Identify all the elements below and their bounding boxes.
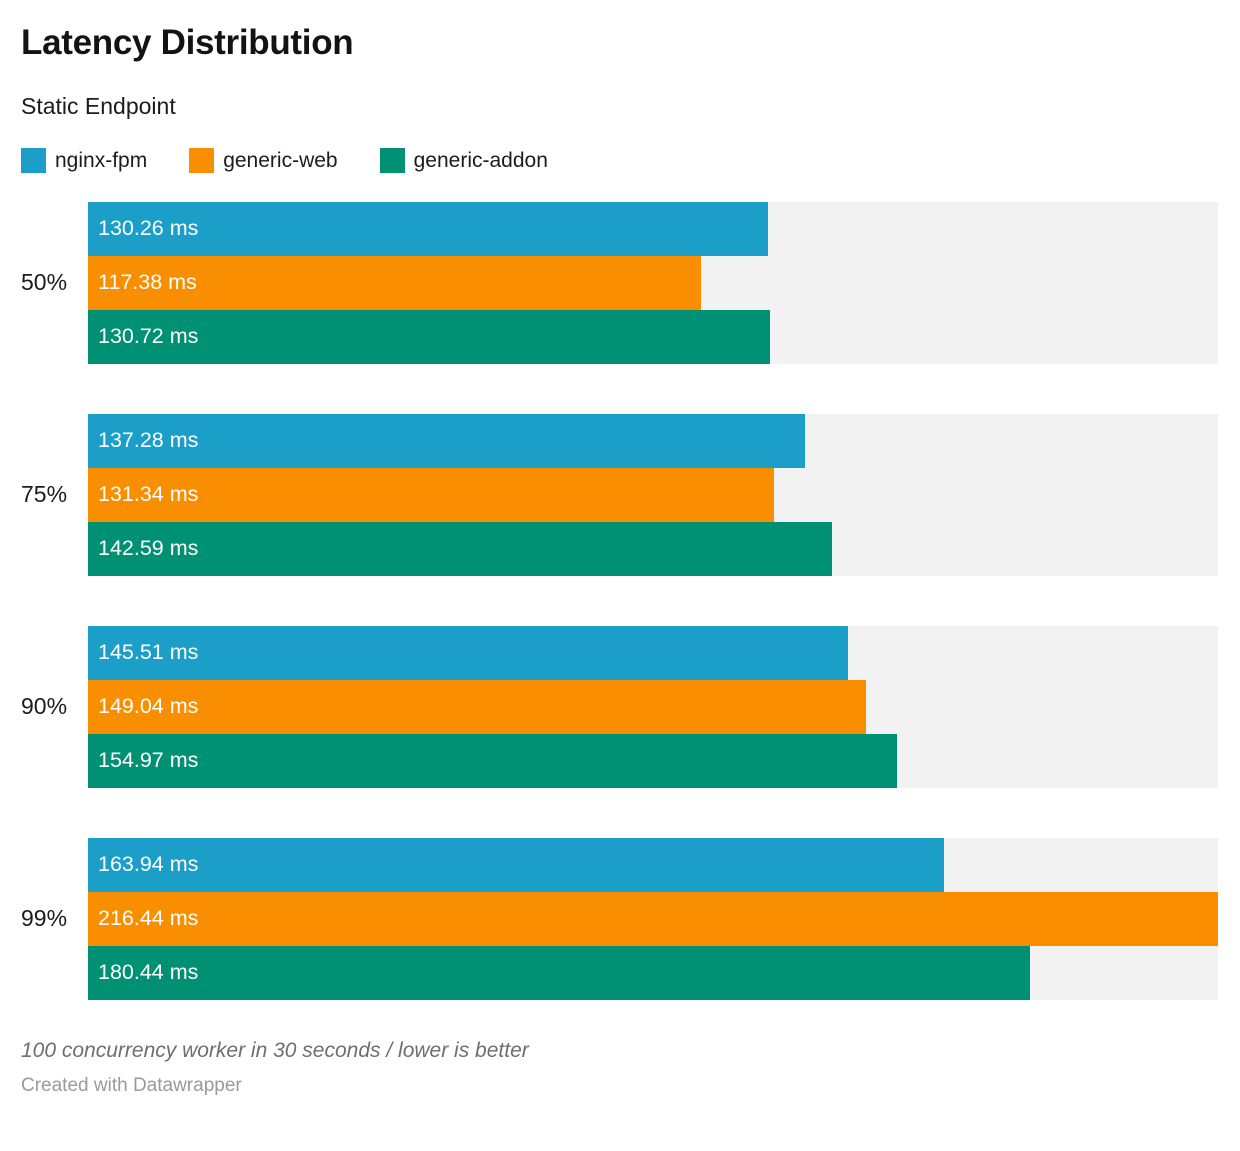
bar-value-label: 149.04 ms <box>98 694 199 719</box>
bar-chart: 50% 130.26 ms 117.38 ms 130.72 ms 75% 137.28 … <box>21 201 1218 1000</box>
bar-row: 149.04 ms <box>88 679 1218 734</box>
footnote: 100 concurrency worker in 30 seconds / l… <box>21 1038 529 1062</box>
bar-row: 142.59 ms <box>88 521 1218 576</box>
bar-row: 137.28 ms <box>88 413 1218 468</box>
chart-subtitle: Static Endpoint <box>21 92 176 119</box>
bar-track: 163.94 ms 216.44 ms 180.44 ms <box>88 837 1218 1000</box>
bar-row: 154.97 ms <box>88 733 1218 788</box>
legend-swatch <box>379 148 405 174</box>
bar-group: 90% 145.51 ms 149.04 ms 154.97 ms <box>21 625 1218 788</box>
bar-row: 130.72 ms <box>88 309 1218 364</box>
bar-value-label: 163.94 ms <box>98 852 199 877</box>
legend-swatch <box>21 148 46 174</box>
bar-group: 99% 163.94 ms 216.44 ms 180.44 ms <box>21 837 1218 1000</box>
bar-generic-web: 216.44 ms <box>88 891 1218 946</box>
bar-group: 50% 130.26 ms 117.38 ms 130.72 ms <box>21 201 1218 364</box>
bar-value-label: 137.28 ms <box>98 428 199 453</box>
category-label: 90% <box>21 693 68 720</box>
category-label: 99% <box>21 905 68 932</box>
legend-item-label: nginx-fpm <box>55 149 148 173</box>
bar-track: 145.51 ms 149.04 ms 154.97 ms <box>88 625 1218 788</box>
legend-swatch <box>189 148 215 174</box>
bar-value-label: 131.34 ms <box>98 482 199 507</box>
bar-nginx-fpm: 163.94 ms <box>88 837 944 892</box>
category-label: 50% <box>21 269 68 296</box>
legend-item-label: generic-addon <box>413 149 548 173</box>
legend-item-generic-web: generic-web <box>189 148 338 174</box>
chart-container: Latency Distribution Static Endpoint ngi… <box>0 23 1240 1098</box>
legend-item-generic-addon: generic-addon <box>379 148 548 174</box>
legend-item-label: generic-web <box>223 149 338 173</box>
category-label: 75% <box>21 481 68 508</box>
bar-value-label: 145.51 ms <box>98 640 199 665</box>
legend-item-nginx-fpm: nginx-fpm <box>21 148 148 174</box>
bar-row: 145.51 ms <box>88 625 1218 680</box>
bar-row: 130.26 ms <box>88 201 1218 256</box>
bar-value-label: 130.26 ms <box>98 216 199 241</box>
bar-row: 117.38 ms <box>88 255 1218 310</box>
bar-generic-web: 149.04 ms <box>88 679 867 734</box>
bar-value-label: 130.72 ms <box>98 324 199 349</box>
bar-row: 216.44 ms <box>88 891 1218 946</box>
bar-value-label: 216.44 ms <box>98 906 199 931</box>
legend: nginx-fpm generic-web generic-addon <box>21 148 1218 174</box>
bar-generic-addon: 154.97 ms <box>88 733 898 788</box>
bar-group: 75% 137.28 ms 131.34 ms 142.59 ms <box>21 413 1218 576</box>
bar-value-label: 117.38 ms <box>98 270 197 295</box>
bar-row: 163.94 ms <box>88 837 1218 892</box>
bar-row: 131.34 ms <box>88 467 1218 522</box>
bar-track: 137.28 ms 131.34 ms 142.59 ms <box>88 413 1218 576</box>
bar-value-label: 180.44 ms <box>98 960 199 985</box>
datawrapper-credit: Created with Datawrapper <box>21 1074 242 1096</box>
bar-generic-web: 117.38 ms <box>88 255 701 310</box>
bar-generic-web: 131.34 ms <box>88 467 774 522</box>
bar-generic-addon: 142.59 ms <box>88 521 833 576</box>
chart-title: Latency Distribution <box>21 23 354 62</box>
bar-nginx-fpm: 145.51 ms <box>88 625 848 680</box>
bar-nginx-fpm: 137.28 ms <box>88 413 805 468</box>
bar-nginx-fpm: 130.26 ms <box>88 201 769 256</box>
bar-generic-addon: 130.72 ms <box>88 309 771 364</box>
bar-value-label: 154.97 ms <box>98 748 199 773</box>
bar-track: 130.26 ms 117.38 ms 130.72 ms <box>88 201 1218 364</box>
bar-value-label: 142.59 ms <box>98 536 199 561</box>
bar-row: 180.44 ms <box>88 945 1218 1000</box>
bar-generic-addon: 180.44 ms <box>88 945 1031 1000</box>
